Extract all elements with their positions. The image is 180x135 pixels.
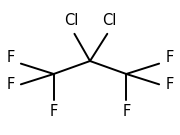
Text: F: F bbox=[122, 104, 130, 119]
Text: Cl: Cl bbox=[64, 13, 78, 28]
Text: F: F bbox=[6, 50, 15, 65]
Text: Cl: Cl bbox=[102, 13, 116, 28]
Text: F: F bbox=[6, 77, 15, 92]
Text: F: F bbox=[50, 104, 58, 119]
Text: F: F bbox=[165, 50, 174, 65]
Text: F: F bbox=[165, 77, 174, 92]
